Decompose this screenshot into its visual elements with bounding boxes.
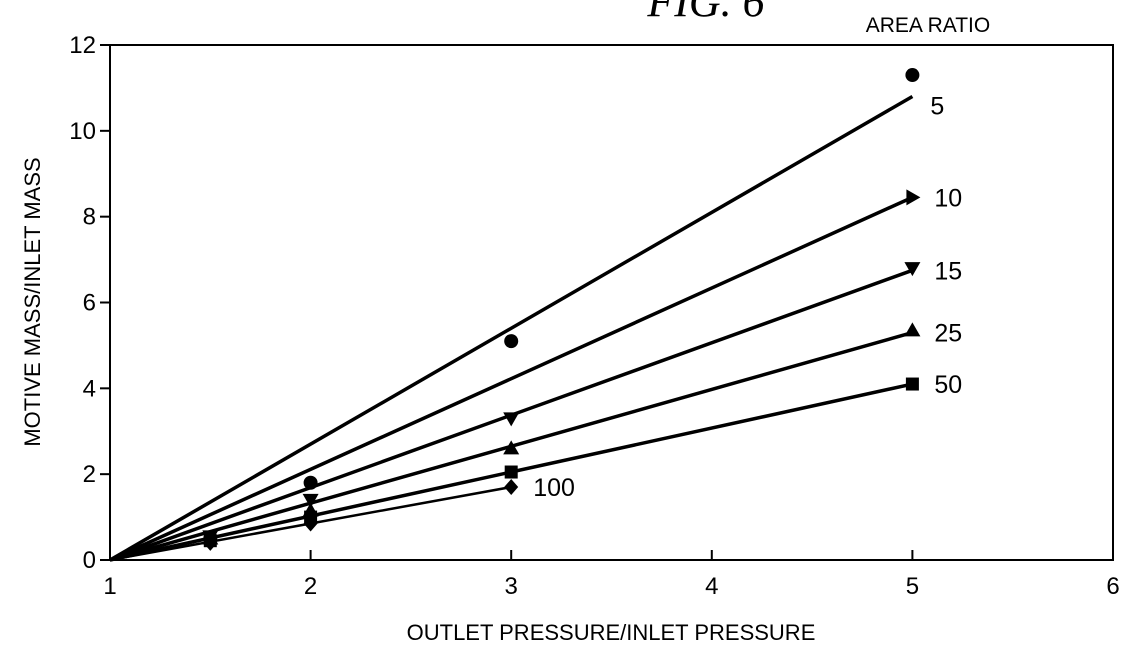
series-labels: 5 10 15 25 50 100 bbox=[533, 93, 962, 503]
y-tick-label: 10 bbox=[69, 118, 96, 145]
y-axis-label: MOTIVE MASS/INLET MASS bbox=[20, 157, 45, 446]
marker-ratio-15 bbox=[302, 493, 319, 508]
marker-ratio-100 bbox=[203, 534, 218, 551]
figure-title: FIG. 6 bbox=[646, 0, 764, 26]
fit-line-ratio-5 bbox=[109, 94, 914, 562]
marker-ratio-100 bbox=[303, 515, 318, 532]
data-markers bbox=[202, 68, 921, 551]
series-label-10: 10 bbox=[934, 184, 962, 212]
x-tick-label: 3 bbox=[505, 573, 518, 600]
y-tick-label: 12 bbox=[69, 32, 96, 59]
y-tick-label: 2 bbox=[83, 461, 96, 488]
series-label-5: 5 bbox=[930, 93, 944, 121]
series-label-25: 25 bbox=[934, 320, 962, 348]
x-axis-label: OUTLET PRESSURE/INLET PRESSURE bbox=[407, 620, 816, 645]
series-label-50: 50 bbox=[934, 371, 962, 399]
marker-ratio-5 bbox=[504, 334, 519, 349]
marker-ratio-15 bbox=[503, 412, 520, 427]
plot-frame bbox=[109, 44, 1114, 561]
y-tick-label: 0 bbox=[83, 547, 96, 574]
x-tick-label: 2 bbox=[304, 573, 317, 600]
x-tick-label: 1 bbox=[103, 573, 116, 600]
marker-ratio-5 bbox=[303, 475, 318, 490]
marker-ratio-15 bbox=[904, 262, 921, 277]
fit-line-ratio-10 bbox=[109, 195, 914, 562]
series-label-100: 100 bbox=[533, 474, 575, 502]
y-tick-label: 8 bbox=[83, 204, 96, 231]
x-tick-label: 4 bbox=[705, 573, 718, 600]
marker-ratio-5 bbox=[905, 68, 920, 83]
x-tick-label: 6 bbox=[1106, 573, 1119, 600]
legend-title: AREA RATIO bbox=[866, 14, 990, 37]
marker-ratio-25 bbox=[904, 322, 921, 337]
series-label-15: 15 bbox=[934, 257, 962, 285]
y-tick-label: 4 bbox=[83, 375, 96, 402]
marker-ratio-10 bbox=[906, 189, 921, 206]
marker-ratio-50 bbox=[504, 465, 518, 479]
marker-ratio-25 bbox=[503, 440, 520, 455]
x-tick-label: 5 bbox=[906, 573, 919, 600]
marker-ratio-100 bbox=[504, 479, 519, 496]
marker-ratio-50 bbox=[905, 377, 919, 391]
y-tick-label: 6 bbox=[83, 290, 96, 317]
